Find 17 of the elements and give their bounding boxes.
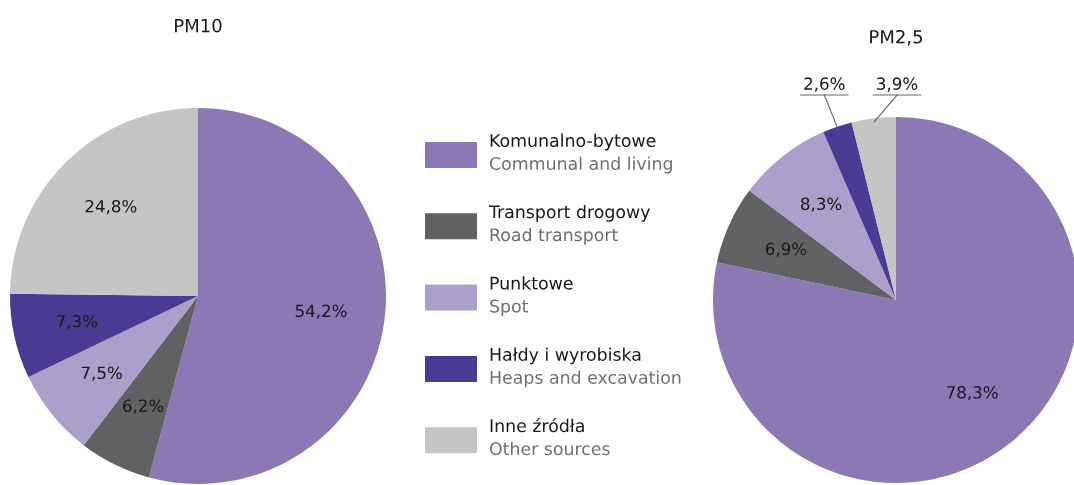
data-label: 6,2% [123, 399, 164, 414]
legend-label: Punktowe Spot [490, 276, 573, 316]
data-label: 54,2% [295, 304, 347, 319]
data-label: 6,9% [765, 242, 807, 257]
legend-label: Hałdy i wyrobiska Heaps and excavation [490, 347, 681, 388]
chart-title: PM10 [175, 18, 222, 33]
legend-label: Komunalno-bytowe Communal and living [489, 133, 672, 174]
data-label: 7,5% [81, 366, 122, 381]
data-label: 3,9% [877, 77, 918, 92]
legend-label: Inne źródła Other sources [489, 418, 610, 456]
data-label: 78,3% [947, 386, 998, 401]
data-label: 2,6% [804, 77, 845, 92]
legend-label: Transport drogowy Road transport [488, 204, 650, 245]
chart-title: PM2,5 [870, 29, 923, 46]
data-label: 7,3% [57, 314, 98, 330]
data-label: 8,3% [801, 197, 842, 212]
data-label: 24,8% [85, 199, 137, 215]
